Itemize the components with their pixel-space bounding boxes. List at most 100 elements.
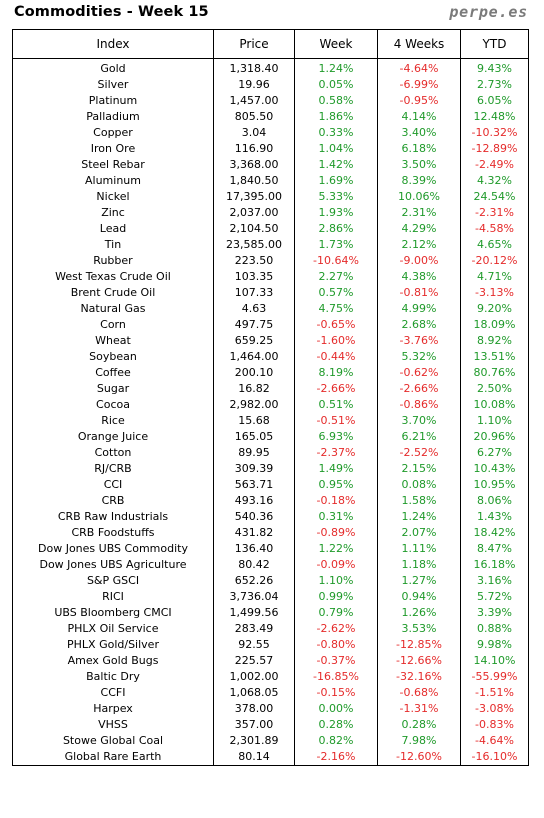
ytd-change-cell: 24.54% [460,189,529,205]
four-week-change-cell: 3.50% [377,157,461,173]
index-name-cell: Natural Gas [12,301,214,317]
week-change-cell: -16.85% [294,669,378,685]
table-row: Platinum 1,457.00 0.58% -0.95% 6.05% [12,93,529,109]
index-name-cell: Dow Jones UBS Agriculture [12,557,214,573]
index-name-cell: Aluminum [12,173,214,189]
ytd-change-cell: 80.76% [460,365,529,381]
table-row: Dow Jones UBS Agriculture 80.42 -0.09% 1.18… [12,557,529,573]
index-name-cell: Coffee [12,365,214,381]
index-name-cell: RJ/CRB [12,461,214,477]
week-change-cell: 1.22% [294,541,378,557]
week-change-cell: 0.58% [294,93,378,109]
week-change-cell: 0.28% [294,717,378,733]
index-name-cell: CCI [12,477,214,493]
index-name-cell: CRB [12,493,214,509]
ytd-change-cell: -2.49% [460,157,529,173]
index-name-cell: Harpex [12,701,214,717]
table-row: Rice 15.68 -0.51% 3.70% 1.10% [12,413,529,429]
table-row: CRB Raw Industrials 540.36 0.31% 1.24% 1.43% [12,509,529,525]
ytd-change-cell: -4.58% [460,221,529,237]
ytd-change-cell: -12.89% [460,141,529,157]
column-header-price: Price [213,29,295,59]
price-cell: 17,395.00 [213,189,295,205]
four-week-change-cell: -32.16% [377,669,461,685]
table-row: CRB Foodstuffs 431.82 -0.89% 2.07% 18.42% [12,525,529,541]
ytd-change-cell: -1.51% [460,685,529,701]
table-row: Zinc 2,037.00 1.93% 2.31% -2.31% [12,205,529,221]
brand-logo-text: perpe.es [449,3,528,21]
ytd-change-cell: 5.72% [460,589,529,605]
week-change-cell: 1.69% [294,173,378,189]
ytd-change-cell: 2.73% [460,77,529,93]
week-change-cell: -2.16% [294,749,378,766]
four-week-change-cell: 5.32% [377,349,461,365]
four-week-change-cell: -1.31% [377,701,461,717]
price-cell: 805.50 [213,109,295,125]
week-change-cell: 0.79% [294,605,378,621]
table-row: CRB 493.16 -0.18% 1.58% 8.06% [12,493,529,509]
week-change-cell: 1.93% [294,205,378,221]
commodities-table-container: Index Price Week 4 Weeks YTD Gold 1,318.4… [12,29,529,766]
price-cell: 136.40 [213,541,295,557]
index-name-cell: Steel Rebar [12,157,214,173]
price-cell: 107.33 [213,285,295,301]
price-cell: 1,068.05 [213,685,295,701]
table-row: RICI 3,736.04 0.99% 0.94% 5.72% [12,589,529,605]
table-row: Cotton 89.95 -2.37% -2.52% 6.27% [12,445,529,461]
four-week-change-cell: -0.95% [377,93,461,109]
four-week-change-cell: 8.39% [377,173,461,189]
table-row: Amex Gold Bugs 225.57 -0.37% -12.66% 14.10% [12,653,529,669]
week-change-cell: 0.51% [294,397,378,413]
four-week-change-cell: 4.14% [377,109,461,125]
ytd-change-cell: 3.16% [460,573,529,589]
price-cell: 378.00 [213,701,295,717]
four-week-change-cell: 2.15% [377,461,461,477]
table-row: Lead 2,104.50 2.86% 4.29% -4.58% [12,221,529,237]
price-cell: 357.00 [213,717,295,733]
price-cell: 89.95 [213,445,295,461]
column-header-ytd: YTD [460,29,529,59]
price-cell: 223.50 [213,253,295,269]
index-name-cell: Soybean [12,349,214,365]
four-week-change-cell: -2.52% [377,445,461,461]
four-week-change-cell: 1.18% [377,557,461,573]
ytd-change-cell: 10.95% [460,477,529,493]
ytd-change-cell: 1.10% [460,413,529,429]
price-cell: 92.55 [213,637,295,653]
ytd-change-cell: 18.42% [460,525,529,541]
four-week-change-cell: -6.99% [377,77,461,93]
table-row: UBS Bloomberg CMCI 1,499.56 0.79% 1.26% 3.39… [12,605,529,621]
table-row: Brent Crude Oil 107.33 0.57% -0.81% -3.13% [12,285,529,301]
ytd-change-cell: 14.10% [460,653,529,669]
price-cell: 1,318.40 [213,58,295,77]
index-name-cell: Iron Ore [12,141,214,157]
week-change-cell: -0.09% [294,557,378,573]
table-row: S&P GSCI 652.26 1.10% 1.27% 3.16% [12,573,529,589]
index-name-cell: Sugar [12,381,214,397]
week-change-cell: 0.00% [294,701,378,717]
week-change-cell: -0.51% [294,413,378,429]
week-change-cell: 0.05% [294,77,378,93]
price-cell: 16.82 [213,381,295,397]
ytd-change-cell: 1.43% [460,509,529,525]
index-name-cell: Zinc [12,205,214,221]
week-change-cell: -2.66% [294,381,378,397]
ytd-change-cell: -2.31% [460,205,529,221]
ytd-change-cell: 6.27% [460,445,529,461]
week-change-cell: -0.65% [294,317,378,333]
table-row: Stowe Global Coal 2,301.89 0.82% 7.98% -4.64… [12,733,529,749]
index-name-cell: Rice [12,413,214,429]
price-cell: 3,736.04 [213,589,295,605]
week-change-cell: 1.86% [294,109,378,125]
week-change-cell: 4.75% [294,301,378,317]
week-change-cell: 0.82% [294,733,378,749]
price-cell: 3,368.00 [213,157,295,173]
page-title: Commodities - Week 15 [14,4,209,20]
price-cell: 563.71 [213,477,295,493]
ytd-change-cell: 10.08% [460,397,529,413]
price-cell: 431.82 [213,525,295,541]
table-row: Wheat 659.25 -1.60% -3.76% 8.92% [12,333,529,349]
price-cell: 23,585.00 [213,237,295,253]
four-week-change-cell: -0.86% [377,397,461,413]
price-cell: 225.57 [213,653,295,669]
